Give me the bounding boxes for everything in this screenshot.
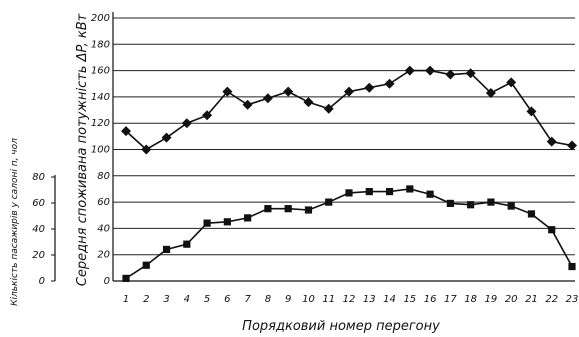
- x-tick-label-3: 3: [163, 294, 169, 305]
- power-tick-label-140: 140: [91, 92, 110, 103]
- passengers-tick-label-80: 80: [32, 172, 45, 183]
- series-2-point-19: [487, 198, 495, 206]
- series-2-point-8: [264, 205, 272, 213]
- series-1-point-12: [344, 86, 354, 97]
- x-tick-label-17: 17: [444, 294, 457, 305]
- x-tick-label-1: 1: [123, 294, 129, 305]
- series-1-point-9: [283, 86, 294, 97]
- series-1-point-16: [425, 65, 436, 76]
- series-1-point-14: [384, 78, 395, 89]
- x-tick-label-12: 12: [343, 294, 356, 305]
- power-tick-label-200: 200: [91, 13, 110, 24]
- series-1-point-18: [465, 68, 476, 79]
- x-tick-label-6: 6: [224, 294, 230, 305]
- series-2-point-2: [142, 261, 150, 269]
- series-2-point-11: [325, 198, 333, 206]
- x-tick-label-2: 2: [143, 294, 149, 305]
- power-tick-label-0: 0: [104, 276, 110, 287]
- x-tick-label-7: 7: [244, 294, 251, 305]
- series-1-point-19: [485, 87, 496, 98]
- x-axis-title: Порядковий номер перегону: [242, 319, 440, 334]
- grid-lines: [113, 17, 575, 256]
- series-2-point-20: [507, 202, 515, 210]
- series-1-point-22: [546, 136, 557, 147]
- series-2-point-16: [426, 190, 434, 198]
- series-1-line: [125, 69, 573, 151]
- y-axis-title-power: Середня споживана потужність ΔP, кВт: [75, 13, 90, 286]
- series-2-point-7: [244, 214, 252, 222]
- series-1-point-20: [506, 77, 517, 88]
- series-1-point-13: [364, 82, 375, 93]
- series-2-point-12: [345, 189, 353, 197]
- x-tick-label-21: 21: [525, 294, 538, 305]
- x-tick-label-15: 15: [403, 294, 416, 305]
- series-2-point-17: [446, 199, 454, 208]
- series-2-point-22: [548, 226, 556, 234]
- x-tick-label-13: 13: [363, 294, 376, 305]
- series-1-point-3: [161, 132, 172, 143]
- series-1-point-6: [222, 86, 233, 97]
- series-2-point-4: [183, 240, 191, 248]
- series-2-point-18: [467, 201, 475, 209]
- x-tick-label-20: 20: [505, 294, 518, 305]
- series-2-point-5: [203, 219, 211, 227]
- series-1-point-11: [323, 103, 334, 114]
- x-tick-label-8: 8: [265, 294, 271, 305]
- passengers-tick-label-0: 0: [39, 276, 45, 287]
- series-1-point-17: [445, 69, 456, 80]
- y-axis-title-passengers: Кількість пасажирів у салоні п, чол: [10, 138, 20, 306]
- x-tick-label-11: 11: [322, 294, 335, 305]
- power-tick-label-120: 120: [91, 118, 110, 129]
- power-tick-label-100: 100: [91, 145, 110, 156]
- axes: [51, 12, 575, 282]
- series-2-point-6: [223, 218, 231, 226]
- series-1-point-10: [303, 97, 314, 108]
- series-2-point-9: [284, 205, 292, 213]
- series-2-point-14: [385, 187, 394, 196]
- series-2-point-1: [122, 274, 130, 282]
- series-layer: [121, 65, 577, 282]
- series-1-point-1: [121, 126, 131, 137]
- x-tick-label-5: 5: [204, 294, 210, 305]
- power-tick-label-80: 80: [97, 171, 110, 182]
- series-2-point-3: [162, 245, 171, 254]
- passengers-tick-label-40: 40: [32, 224, 45, 235]
- series-2-point-13: [365, 187, 373, 196]
- x-tick-label-4: 4: [184, 294, 190, 305]
- series-2-point-15: [406, 185, 414, 193]
- series-1-point-8: [262, 93, 273, 104]
- x-tick-label-14: 14: [383, 294, 396, 305]
- x-tick-label-9: 9: [285, 294, 291, 305]
- power-tick-label-180: 180: [91, 39, 110, 50]
- series-1-point-4: [181, 118, 192, 129]
- passengers-tick-label-60: 60: [32, 198, 45, 209]
- series-1-point-21: [526, 106, 537, 117]
- series-1-point-23: [567, 140, 577, 151]
- series-2-point-23: [568, 262, 576, 271]
- x-tick-label-10: 10: [302, 294, 315, 305]
- x-tick-label-22: 22: [545, 294, 558, 305]
- series-1-point-2: [141, 144, 152, 155]
- x-tick-label-19: 19: [485, 294, 498, 305]
- x-tick-label-23: 23: [566, 294, 579, 305]
- power-tick-label-160: 160: [91, 66, 110, 77]
- series-2-point-10: [304, 206, 313, 214]
- power-tick-label-40: 40: [97, 223, 110, 234]
- power-tick-label-60: 60: [97, 197, 110, 208]
- power-tick-label-20: 20: [97, 250, 110, 261]
- series-1-point-7: [242, 99, 253, 110]
- series-2-point-21: [527, 210, 536, 218]
- x-tick-label-18: 18: [464, 294, 477, 305]
- series-1-point-15: [404, 65, 415, 76]
- series-1-point-5: [202, 110, 213, 121]
- x-tick-label-16: 16: [424, 294, 437, 305]
- passengers-tick-label-20: 20: [32, 250, 45, 261]
